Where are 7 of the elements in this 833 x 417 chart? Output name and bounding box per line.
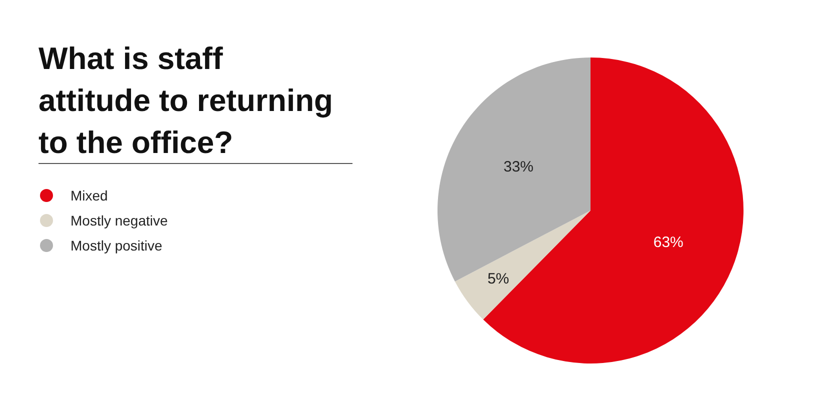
- data-label: 63%: [653, 234, 684, 251]
- legend-label: Mixed: [70, 188, 108, 204]
- data-label: 33%: [504, 158, 534, 176]
- data-label: 5%: [487, 270, 510, 288]
- text: What is staff attitude to returning to the office?: [38, 41, 333, 160]
- legend-label: Mostly positive: [70, 238, 163, 254]
- legend-label: Mostly negative: [70, 212, 168, 228]
